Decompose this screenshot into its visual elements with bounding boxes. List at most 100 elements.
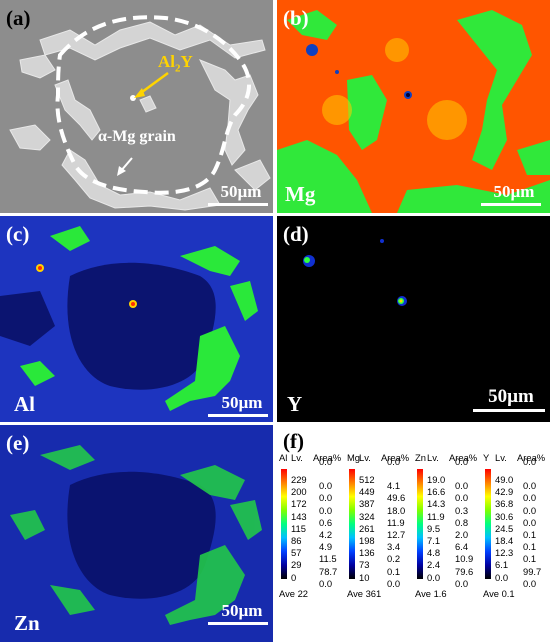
panel-a-sem-image: (a) Al2Y α-Mg grain 50µm <box>0 0 273 213</box>
legend-level-value: 200 <box>291 486 307 498</box>
legend-colorbar-y <box>485 469 491 579</box>
legend-element-zn: Zn <box>415 452 426 463</box>
legend-element-y: Y <box>483 452 490 463</box>
legend-level-value: 172 <box>291 498 307 510</box>
legend-level-value: 57 <box>291 547 302 559</box>
legend-area-value: 0.0 <box>523 456 537 467</box>
legend-area-value: 0.0 <box>319 480 333 492</box>
legend-level-value: 136 <box>359 547 375 559</box>
scale-text-a: 50µm <box>220 182 262 201</box>
scale-bar-e <box>208 622 268 625</box>
legend-colorbar-al <box>281 469 287 579</box>
legend-header-lv: Lv. <box>359 452 371 463</box>
zn-distribution-map <box>0 425 273 642</box>
legend-area-value: 4.2 <box>319 529 333 540</box>
scale-text-d: 50µm <box>488 386 534 407</box>
legend-level-value: 512 <box>359 474 375 485</box>
legend-level-value: 24.5 <box>495 522 514 534</box>
legend-level-value: 324 <box>359 510 375 522</box>
element-label-al: Al <box>14 392 35 416</box>
legend-level-value: 0 <box>291 571 297 583</box>
panel-b-mg-map: (b) Mg 50µm <box>277 0 550 213</box>
scale-text-b: 50µm <box>493 182 535 201</box>
legend-level-value: 7.1 <box>427 535 441 546</box>
panel-c-al-map: (c) Al 50µm <box>0 216 273 422</box>
legend-area-value: 0.0 <box>523 492 537 504</box>
legend-header-area: Area% <box>449 452 478 463</box>
legend-area-value: 0.0 <box>387 456 401 467</box>
legend-area-value: 0.8 <box>455 516 469 528</box>
legend-level-value: 10 <box>359 571 370 583</box>
legend-average: Ave 0.1 <box>483 587 515 599</box>
panel-e-zn-map: (e) Zn 50µm <box>0 425 273 642</box>
panel-d-y-map: (d) Y 50µm <box>277 216 550 422</box>
legend-level-value: 14.3 <box>427 498 446 510</box>
legend-level-value: 19.0 <box>427 474 446 485</box>
legend-area-value: 0.0 <box>523 577 537 589</box>
al-distribution-map <box>0 216 273 422</box>
legend-area-value: 78.7 <box>319 565 338 577</box>
legend-level-value: 387 <box>359 498 375 510</box>
legend-average: Ave 361 <box>347 587 382 599</box>
legend-header-lv: Lv. <box>495 452 507 463</box>
scale-bar-a <box>208 203 268 206</box>
legend-area-value: 0.0 <box>523 516 537 528</box>
legend-area-value: 0.0 <box>319 456 333 467</box>
panel-label-c: (c) <box>6 222 30 246</box>
legend-level-value: 6.1 <box>495 559 509 571</box>
legend-area-value: 6.4 <box>455 541 469 553</box>
legend-level-value: 16.6 <box>427 486 446 498</box>
legend-area-value: 0.0 <box>523 504 537 516</box>
legend-level-value: 73 <box>359 559 370 571</box>
legend-level-value: 29 <box>291 559 302 571</box>
legend-area-value: 10.9 <box>455 553 474 565</box>
legend-area-value: 11.9 <box>387 516 405 528</box>
legend-header-area: Area% <box>313 452 342 463</box>
al2y-annotation: Al2Y <box>158 52 193 75</box>
legend-level-value: 42.9 <box>495 486 514 498</box>
legend-element-mg: Mg <box>347 452 361 463</box>
panel-label-e: (e) <box>6 431 30 455</box>
panel-label-a: (a) <box>6 6 31 30</box>
legend-area-value: 3.4 <box>387 541 401 553</box>
scale-text-c: 50µm <box>221 393 263 412</box>
legend-level-value: 198 <box>359 535 375 546</box>
panel-f-legends: (f) Al Lv. Area% 229 200 172 143 115 86 57 29 0 0.0 0… <box>277 425 550 642</box>
legend-area-value: 0.0 <box>319 492 333 504</box>
panel-label-b: (b) <box>283 6 309 30</box>
scale-bar-b <box>481 203 541 206</box>
legend-level-value: 12.3 <box>495 547 514 559</box>
legend-area-value: 49.6 <box>387 492 406 504</box>
legend-level-value: 261 <box>359 522 375 534</box>
legend-level-value: 4.8 <box>427 547 441 559</box>
legend-colorbar-zn <box>417 469 423 579</box>
legend-area-value: 79.6 <box>455 565 474 577</box>
legend-level-value: 86 <box>291 535 302 546</box>
legend-header-lv: Lv. <box>427 452 439 463</box>
legend-area-value: 0.0 <box>455 492 469 504</box>
scale-bar-c <box>208 414 268 417</box>
panel-label-d: (d) <box>283 222 309 246</box>
legend-area-value: 0.0 <box>455 577 469 589</box>
legend-area-value: 0.1 <box>523 529 537 540</box>
legend-header-area: Area% <box>517 452 546 463</box>
legend-header-lv: Lv. <box>291 452 303 463</box>
element-label-mg: Mg <box>285 182 316 206</box>
y-distribution-map <box>277 216 550 422</box>
mg-distribution-map <box>277 0 550 213</box>
legend-area-value: 4.1 <box>387 480 401 492</box>
legend-area-value: 4.9 <box>319 541 333 553</box>
legend-area-value: 0.0 <box>387 577 401 589</box>
legend-level-value: 49.0 <box>495 474 514 485</box>
legend-area-value: 99.7 <box>523 565 542 577</box>
legend-level-value: 2.4 <box>427 559 441 571</box>
legend-colorbar-mg <box>349 469 355 579</box>
legend-area-value: 11.5 <box>319 553 337 565</box>
legend-header-area: Area% <box>381 452 410 463</box>
scale-text-e: 50µm <box>221 601 263 620</box>
legend-level-value: 115 <box>291 522 306 534</box>
legend-level-value: 30.6 <box>495 510 514 522</box>
legend-area-value: 18.0 <box>387 504 406 516</box>
legend-level-value: 11.9 <box>427 510 445 522</box>
legend-area-value: 0.0 <box>455 456 469 467</box>
